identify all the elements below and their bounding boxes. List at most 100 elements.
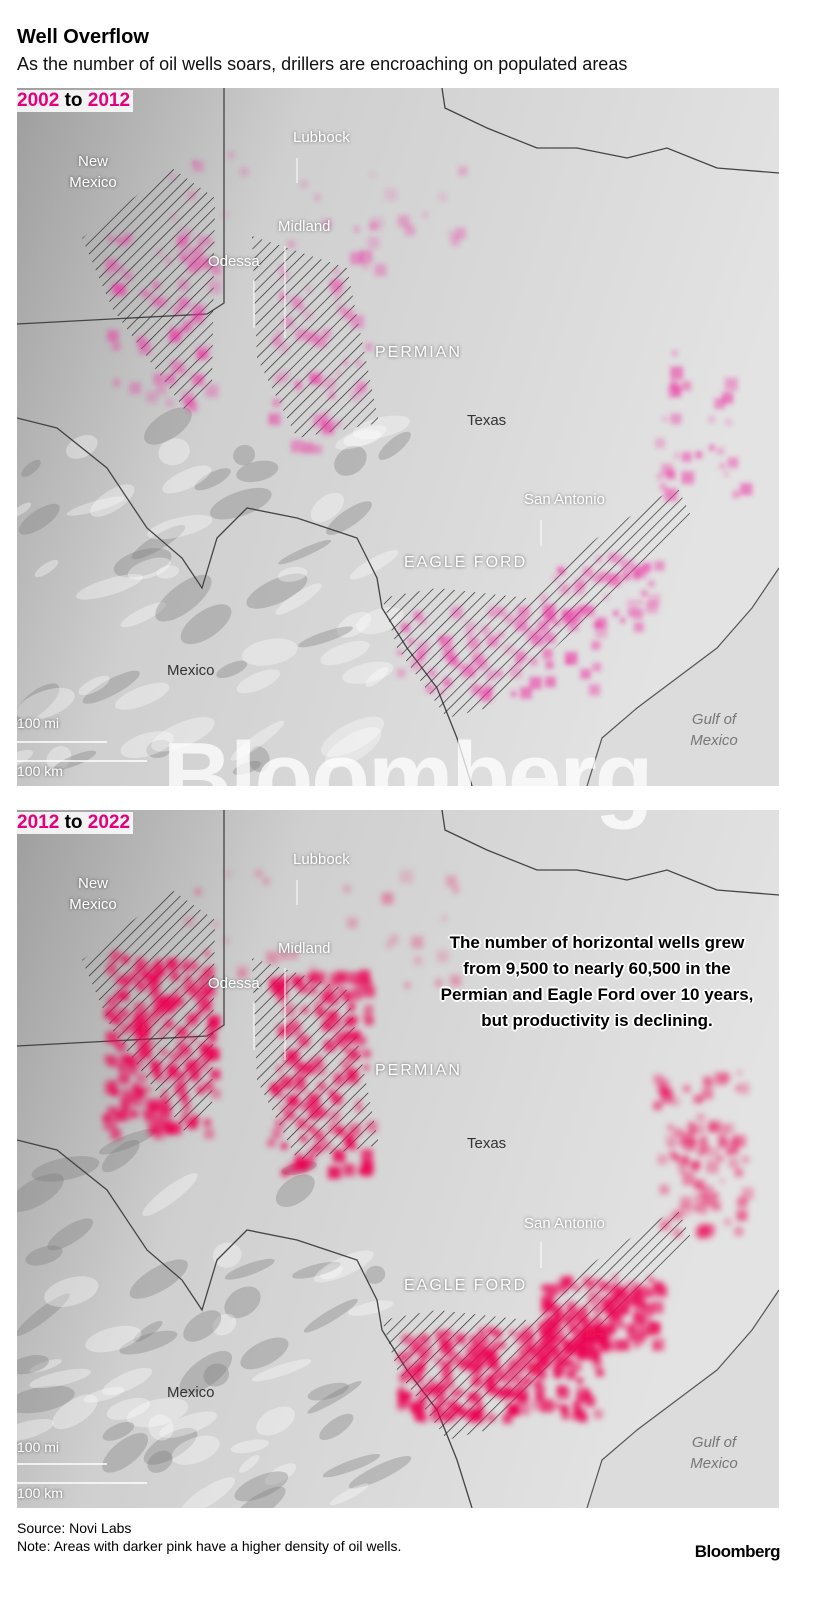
well-cell bbox=[169, 173, 176, 180]
well-cell bbox=[510, 691, 517, 697]
well-cell bbox=[154, 1115, 164, 1125]
well-cell bbox=[167, 1064, 178, 1074]
well-cell bbox=[545, 660, 554, 669]
well-cell bbox=[586, 1281, 595, 1290]
well-cell bbox=[554, 1331, 566, 1343]
well-cell bbox=[697, 1204, 708, 1214]
well-cell bbox=[278, 292, 287, 301]
well-cell bbox=[176, 1078, 185, 1087]
well-cell bbox=[571, 1411, 582, 1421]
well-cell bbox=[348, 972, 361, 985]
well-cell bbox=[156, 1077, 162, 1083]
well-cell bbox=[443, 1400, 452, 1408]
well-cell bbox=[681, 452, 692, 462]
well-cell bbox=[337, 304, 346, 314]
well-cell bbox=[163, 1076, 170, 1083]
well-cell bbox=[294, 383, 304, 392]
relief bbox=[114, 682, 170, 710]
well-cell bbox=[487, 1388, 494, 1395]
well-cell bbox=[107, 1106, 118, 1117]
well-cell bbox=[400, 870, 413, 883]
well-cell bbox=[298, 1035, 310, 1047]
well-cell bbox=[170, 971, 179, 981]
well-cell bbox=[443, 678, 452, 687]
period-start: 2002 bbox=[17, 90, 60, 111]
well-cell bbox=[578, 1413, 588, 1423]
well-cell bbox=[491, 1383, 500, 1392]
well-cell bbox=[459, 1358, 471, 1370]
well-cell bbox=[115, 1041, 126, 1052]
well-cell bbox=[227, 151, 234, 159]
well-cell bbox=[300, 1100, 311, 1111]
well-cell bbox=[507, 1368, 513, 1375]
well-cell bbox=[179, 1072, 186, 1079]
well-cell bbox=[173, 988, 181, 995]
well-cell bbox=[148, 965, 154, 971]
well-cell bbox=[169, 1122, 182, 1135]
well-cell bbox=[306, 331, 319, 343]
well-cell bbox=[436, 1382, 447, 1392]
well-cell bbox=[135, 1012, 146, 1022]
relief bbox=[310, 492, 345, 523]
well-cell bbox=[597, 1336, 608, 1346]
well-cell bbox=[347, 1005, 355, 1013]
well-cell bbox=[707, 1146, 720, 1159]
well-cell bbox=[417, 642, 429, 654]
relief bbox=[314, 1250, 374, 1283]
well-cell bbox=[467, 1408, 481, 1421]
well-cell bbox=[440, 635, 453, 648]
well-cell bbox=[384, 188, 397, 201]
well-cell bbox=[314, 1143, 324, 1153]
well-cell bbox=[557, 566, 565, 575]
well-cell bbox=[545, 676, 556, 688]
well-cell bbox=[179, 366, 187, 375]
well-cell bbox=[398, 215, 410, 227]
well-cell bbox=[350, 252, 363, 265]
well-cell bbox=[561, 608, 573, 621]
well-cell bbox=[364, 1016, 374, 1026]
well-cell bbox=[606, 1309, 620, 1323]
well-cell bbox=[504, 1373, 515, 1384]
well-cell bbox=[159, 1048, 168, 1056]
well-cell bbox=[633, 1311, 640, 1317]
well-cell bbox=[455, 662, 461, 669]
relief bbox=[83, 1386, 125, 1403]
well-cell bbox=[211, 264, 222, 276]
well-cell bbox=[199, 1044, 208, 1052]
well-cell bbox=[655, 438, 665, 449]
well-cell bbox=[554, 620, 561, 627]
well-cell bbox=[299, 1161, 309, 1171]
well-cell bbox=[576, 1377, 584, 1384]
well-cell bbox=[741, 1155, 750, 1164]
well-cell bbox=[146, 391, 158, 403]
relief bbox=[251, 1359, 312, 1382]
relief bbox=[159, 1411, 217, 1438]
well-cell bbox=[494, 1387, 504, 1397]
well-cell bbox=[110, 1129, 122, 1140]
well-cell bbox=[397, 1401, 407, 1411]
place-label: New Mexico bbox=[69, 875, 117, 913]
well-cell bbox=[604, 1282, 613, 1292]
well-cell bbox=[337, 1040, 343, 1046]
well-cell bbox=[321, 328, 332, 339]
well-cell bbox=[205, 384, 219, 398]
well-cell bbox=[416, 651, 425, 660]
well-cell bbox=[725, 419, 732, 426]
well-cell bbox=[355, 381, 367, 393]
well-cell bbox=[677, 1139, 684, 1147]
well-cell bbox=[325, 1010, 337, 1022]
well-cell bbox=[497, 1341, 506, 1350]
relief bbox=[17, 1418, 54, 1442]
well-cell bbox=[275, 1119, 285, 1129]
well-cell bbox=[540, 1306, 550, 1316]
well-cell bbox=[188, 986, 196, 994]
relief bbox=[147, 514, 213, 540]
well-cell bbox=[334, 1072, 344, 1081]
well-cell bbox=[477, 1404, 484, 1411]
well-cell bbox=[359, 250, 373, 263]
well-cell bbox=[552, 1403, 558, 1409]
relief bbox=[52, 1394, 98, 1430]
well-cell bbox=[187, 261, 199, 273]
well-cell bbox=[295, 1153, 303, 1161]
relief bbox=[307, 1380, 362, 1414]
